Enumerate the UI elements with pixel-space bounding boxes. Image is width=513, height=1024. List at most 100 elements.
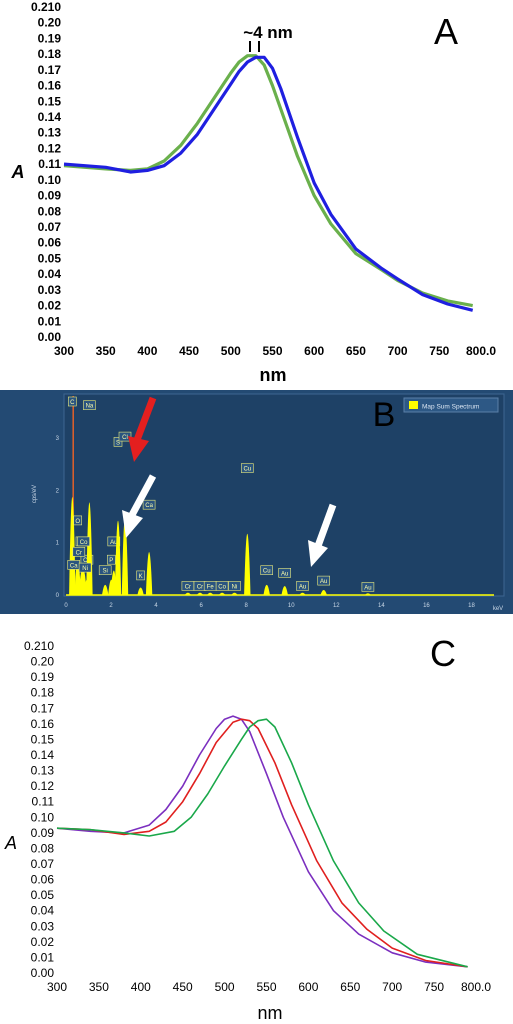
y-tick-label: 0.02: [31, 935, 55, 949]
peak-label: Na: [83, 400, 96, 411]
spectrum-peak: [218, 592, 226, 595]
y-tick-label: 0.16: [31, 717, 55, 731]
legend-entry: Map Sum Spectrum: [422, 404, 479, 411]
spectrum-peak: [244, 533, 251, 595]
spectrum-peak: [231, 592, 238, 595]
x-tick-label: 800.0: [461, 980, 491, 994]
x-tick-label: 18: [468, 603, 475, 609]
svg-text:O: O: [75, 519, 80, 525]
peak-label: Cu: [260, 565, 274, 576]
svg-text:Au: Au: [281, 571, 288, 577]
x-tick-label: 700: [388, 344, 408, 358]
svg-text:Co: Co: [218, 584, 226, 590]
y-tick-label: 0.17: [31, 701, 55, 715]
svg-text:Ca: Ca: [70, 563, 78, 569]
y-tick-label: 0.13: [38, 126, 62, 140]
spectrum-peak: [75, 575, 82, 595]
panel-label-a: A: [434, 11, 458, 52]
x-tick-label: 750: [424, 980, 444, 994]
peak-label: Co: [215, 581, 229, 591]
y-tick-label: 0.11: [38, 157, 61, 171]
y-tick-label: 0.10: [38, 173, 62, 187]
x-tick-label: 350: [89, 980, 109, 994]
panel-label-b: B: [373, 396, 396, 434]
spectrum-peak: [102, 584, 109, 595]
y-tick-label: 0.08: [31, 841, 55, 855]
svg-text:Ni: Ni: [232, 584, 238, 590]
peak-label: C: [68, 396, 77, 407]
y-axis-label-b: cps/eV: [32, 485, 38, 503]
x-tick-label: 650: [346, 344, 366, 358]
spectrum-peak: [108, 579, 115, 595]
spectrum-peak: [364, 593, 372, 595]
svg-text:S: S: [116, 440, 120, 446]
y-tick-label: 0.18: [38, 47, 62, 61]
peak-shift-annotation: ~4 nm: [243, 23, 293, 42]
x-axis-label-b: keV: [493, 606, 503, 612]
series-line-2: [63, 55, 474, 312]
y-tick-label: 0.19: [31, 670, 55, 684]
x-tick-label: 2: [109, 603, 113, 609]
x-tick-label: 600: [298, 980, 318, 994]
peak-label: Fe: [203, 581, 217, 591]
y-tick-label: 0.20: [38, 16, 62, 30]
y-tick-label: 0.12: [38, 141, 62, 155]
y-tick-label: 0.09: [38, 189, 62, 203]
y-tick-label: 0.14: [38, 110, 62, 124]
spectrum-peak: [114, 520, 122, 595]
x-tick-label: 600: [304, 344, 324, 358]
peak-label: S: [113, 437, 123, 447]
y-tick-label: 0.04: [38, 267, 62, 281]
peak-label: Ca: [142, 499, 156, 510]
y-tick-label: 0.00: [31, 966, 55, 980]
y-tick-label: 0.20: [31, 655, 55, 669]
x-tick-label: 500: [221, 344, 241, 358]
x-tick-label: 0: [64, 603, 68, 609]
x-tick-label: 400: [137, 344, 157, 358]
x-tick-label: 16: [423, 603, 430, 609]
x-tick-label: 450: [179, 344, 199, 358]
peak-label: Cr: [72, 546, 86, 557]
peak-label: Cl: [118, 431, 132, 442]
y-tick-label: 0.07: [31, 857, 55, 871]
y-tick-label: 0.02: [38, 299, 62, 313]
spectrum-peak: [320, 590, 327, 595]
y-tick-label: 0.15: [31, 732, 55, 746]
peak-label: Ni: [228, 581, 241, 591]
y-tick-label: 0.17: [38, 63, 62, 77]
x-tick-label: 10: [288, 603, 295, 609]
panel-label-c: C: [430, 633, 456, 674]
x-tick-label: 400: [131, 980, 151, 994]
y-tick-label: 0.12: [31, 779, 55, 793]
y-tick-label: 3: [56, 436, 60, 442]
y-tick-label: 0.06: [31, 873, 55, 887]
svg-text:Cu: Cu: [243, 467, 251, 473]
x-tick-label: 14: [378, 603, 385, 609]
spectrum-peak: [81, 583, 89, 595]
svg-text:Ni: Ni: [82, 566, 88, 572]
white-arrow-icon: [308, 503, 337, 567]
y-tick-label: 0.03: [31, 919, 55, 933]
spectrum-peak: [299, 592, 306, 595]
y-tick-label: 0: [56, 593, 60, 599]
x-axis-label-c: nm: [257, 1003, 282, 1023]
peak-label: Si: [98, 565, 112, 576]
peak-label: Au: [107, 536, 121, 547]
y-tick-label: 0.13: [31, 764, 55, 778]
x-tick-label: 8: [245, 603, 249, 609]
x-tick-label: 12: [333, 603, 340, 609]
svg-text:C: C: [70, 400, 75, 406]
x-tick-label: 350: [96, 344, 116, 358]
svg-text:Si: Si: [103, 569, 108, 575]
x-axis-label-a: nm: [260, 365, 287, 385]
svg-text:P: P: [109, 558, 113, 564]
peak-label: Au: [361, 582, 375, 592]
legend-swatch: [409, 401, 418, 409]
spectrum-peak: [281, 586, 288, 595]
y-tick-label: 0.08: [38, 204, 62, 218]
y-tick-label: 0.18: [31, 686, 55, 700]
peak-label: Au: [296, 581, 309, 591]
svg-text:K: K: [139, 574, 143, 580]
y-tick-label: 0.10: [31, 810, 55, 824]
